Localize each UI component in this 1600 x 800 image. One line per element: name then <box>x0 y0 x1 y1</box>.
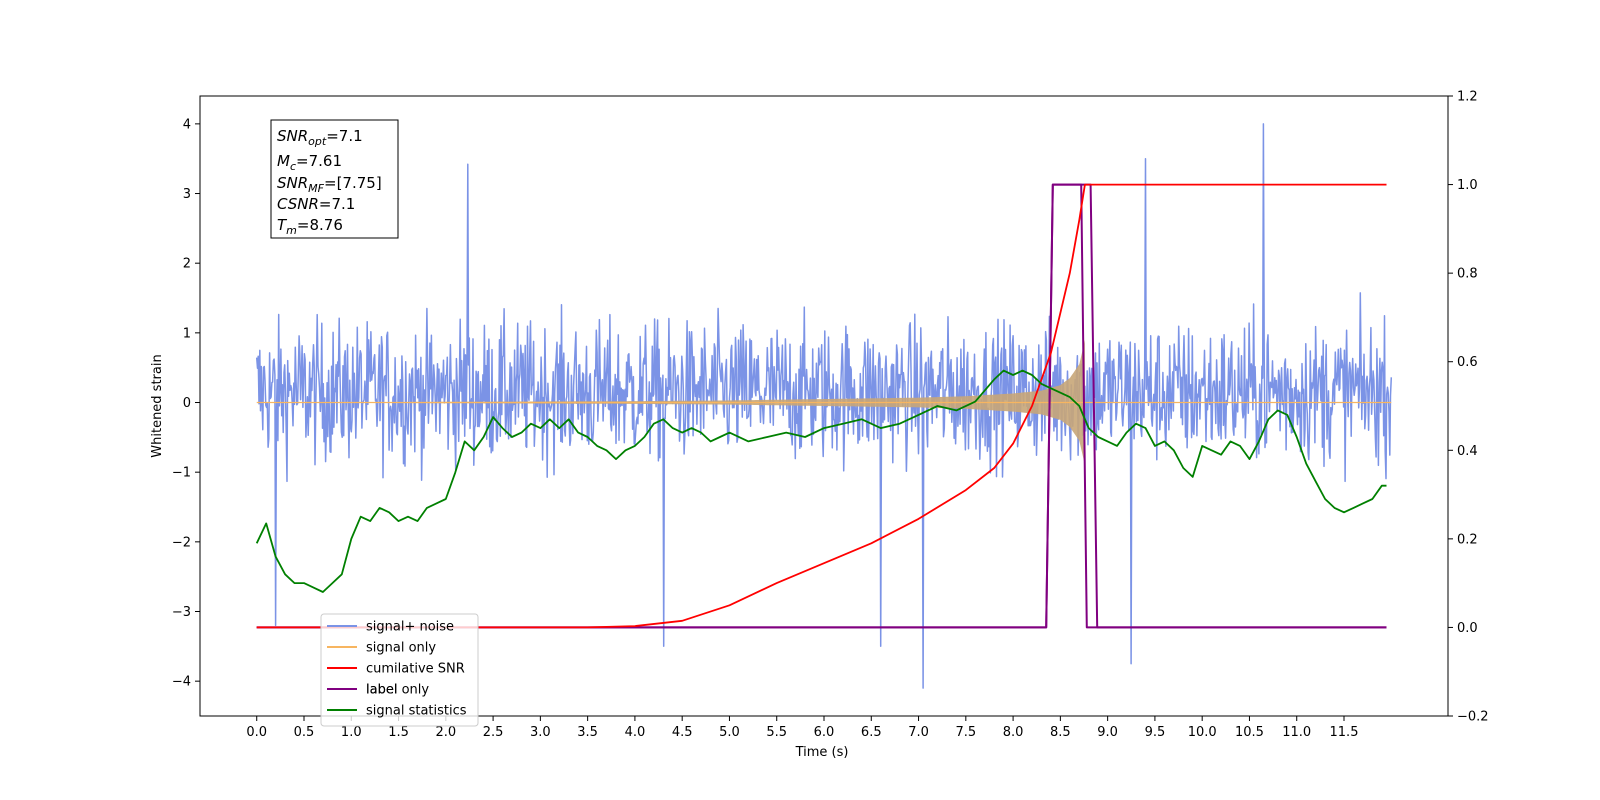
y2-tick-label: 1.2 <box>1457 90 1478 105</box>
x-tick-label: 10.5 <box>1235 725 1264 740</box>
stat-snr-mf-base: SNR <box>277 174 308 192</box>
stat-snr-mf-value: =[7.75] <box>324 174 382 192</box>
y2-tick-label: 0.4 <box>1457 444 1478 459</box>
y-tick-label: 3 <box>183 187 191 202</box>
stat-tm-base: T <box>277 216 288 234</box>
x-axis: 0.0 0.5 1.0 1.5 2.0 2.5 3.0 3.5 4.0 4.5 5.0 5.5 6.0 6… <box>246 716 1358 740</box>
y-tick-label: 4 <box>183 117 191 132</box>
y2-tick-label: 0.8 <box>1457 267 1478 282</box>
y2-tick-label: 0.0 <box>1457 621 1478 636</box>
x-tick-label: 6.5 <box>861 725 882 740</box>
stat-snr-opt-base: SNR <box>277 127 308 145</box>
x-tick-label: 9.0 <box>1097 725 1118 740</box>
x-tick-label: 3.0 <box>530 725 551 740</box>
stat-mc: Mc=7.61 <box>277 152 342 173</box>
legend-frame <box>320 613 479 727</box>
x-tick-label: 4.5 <box>672 725 693 740</box>
y-tick-label: 2 <box>183 257 191 272</box>
legend-label-label: label <box>366 683 397 698</box>
x-tick-label: 1.0 <box>341 725 362 740</box>
series-signal-statistics <box>255 369 1387 593</box>
x-tick-label: 7.0 <box>908 725 929 740</box>
stat-snr-opt: SNRopt=7.1 <box>277 127 363 148</box>
x-tick-label: 1.5 <box>388 725 409 740</box>
x-tick-label: 2.5 <box>483 725 504 740</box>
legend-label-signal-only: signal only <box>366 641 436 656</box>
stat-mc-value: =7.61 <box>296 152 342 170</box>
y2-tick-label: −0.2 <box>1457 710 1489 725</box>
x-tick-label: 2.0 <box>435 725 456 740</box>
x-tick-label: 0.5 <box>294 725 315 740</box>
stat-tm-sub: m <box>286 224 297 237</box>
stat-snr-opt-sub: opt <box>308 135 327 148</box>
legend: signal+ noise signal only cumilative SNR la… <box>320 613 479 727</box>
stat-csnr-base: CSNR <box>277 195 319 213</box>
y-tick-label: 0 <box>183 396 191 411</box>
x-axis-title: Time (s) <box>795 745 849 760</box>
x-tick-label: 5.0 <box>719 725 740 740</box>
legend-label-signal-noise: signal+ noise <box>366 620 454 635</box>
x-tick-label: 8.5 <box>1050 725 1071 740</box>
stats-box: SNRopt=7.1 Mc=7.61 SNRMF=[7.75] CSNR=7.1… <box>270 119 399 239</box>
stats-box-frame <box>270 119 399 239</box>
y-tick-label: −2 <box>172 535 191 550</box>
x-tick-label: 9.5 <box>1145 725 1166 740</box>
series-label <box>256 183 1387 629</box>
stat-tm: Tm=8.76 <box>277 216 343 237</box>
y2-tick-label: 0.6 <box>1457 355 1478 370</box>
y-tick-label: 1 <box>183 326 191 341</box>
stat-snr-mf: SNRMF=[7.75] <box>277 174 382 195</box>
x-tick-label: 0.0 <box>246 725 267 740</box>
series-signal-noise <box>255 123 1393 689</box>
x-tick-label: 6.0 <box>814 725 835 740</box>
y-tick-label: −1 <box>172 466 191 481</box>
stat-mc-base: M <box>277 152 290 170</box>
signal-series <box>256 339 1392 466</box>
x-tick-label: 8.0 <box>1003 725 1024 740</box>
x-tick-label: 11.0 <box>1282 725 1311 740</box>
legend-label-cumilative-snr: cumilative SNR <box>366 662 465 677</box>
stat-csnr-value: =7.1 <box>319 195 355 213</box>
y-tick-label: −4 <box>172 675 191 690</box>
y-axis-right: 1.2 1.0 0.8 0.6 0.4 0.2 0.0 −0.2 <box>1448 90 1489 725</box>
noise-series <box>255 123 1393 689</box>
stat-tm-value: =8.76 <box>297 216 343 234</box>
x-tick-label: 3.5 <box>577 725 598 740</box>
stat-snr-mf-sub: MF <box>308 182 324 195</box>
stat-mc-sub: c <box>290 160 296 173</box>
legend-label-label-only: label only <box>366 683 429 698</box>
line-series <box>255 183 1387 629</box>
y2-tick-label: 1.0 <box>1457 178 1478 193</box>
y-axis-title: Whitened strain <box>150 354 165 457</box>
y-axis-left: 4 3 2 1 0 −1 −2 −3 −4 <box>172 117 200 690</box>
x-tick-label: 10.0 <box>1188 725 1217 740</box>
legend-label-signal-statistics: signal statistics <box>366 704 467 719</box>
x-tick-label: 5.5 <box>766 725 787 740</box>
y-tick-label: −3 <box>172 605 191 620</box>
series-cumilative-snr <box>256 183 1387 629</box>
stat-csnr: CSNR=7.1 <box>277 195 355 213</box>
x-tick-label: 7.5 <box>955 725 976 740</box>
stat-snr-opt-value: =7.1 <box>326 127 362 145</box>
x-tick-label: 11.5 <box>1330 725 1359 740</box>
x-tick-label: 4.0 <box>625 725 646 740</box>
y2-tick-label: 0.2 <box>1457 532 1478 547</box>
